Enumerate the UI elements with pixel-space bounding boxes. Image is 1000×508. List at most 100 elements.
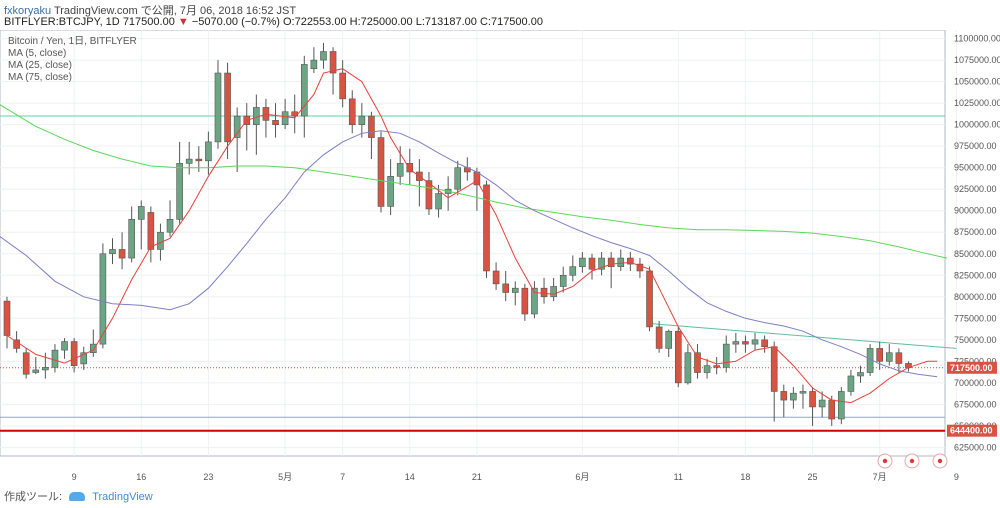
candle-body [137, 206, 145, 220]
y-tick-label: 775000.00 [954, 313, 997, 323]
candle-body [627, 257, 634, 265]
y-tick-label: 700000.00 [954, 378, 997, 388]
candle-body [128, 219, 135, 259]
x-tick-label: 9 [72, 472, 77, 482]
candle-body [646, 270, 653, 328]
candle-body [99, 253, 107, 345]
y-tick-label: 975000.00 [954, 141, 997, 151]
candle-body [454, 167, 462, 190]
candle-body [521, 287, 529, 315]
tradingview-brand[interactable]: TradingView [92, 491, 153, 503]
low-value: L:713187.00 [415, 16, 477, 28]
candle-body [368, 115, 375, 138]
candle-body [876, 348, 883, 362]
publish-info: fxkoryaku TradingView.com で公開, 7月 06, 20… [4, 2, 296, 18]
candle-body [3, 300, 11, 336]
candle-body [885, 352, 893, 362]
candle-body [799, 391, 807, 394]
candle-body [722, 343, 730, 368]
down-arrow-icon: ▼ [177, 16, 189, 28]
overlay-lines [0, 115, 957, 432]
y-tick-label: 1100000.00 [954, 34, 1000, 44]
y-tick-label: 1075000.00 [954, 55, 1000, 65]
candle-body [531, 287, 538, 315]
candle-body [636, 263, 644, 272]
legend-ma75[interactable]: MA (75, close) [8, 72, 72, 83]
candle-body [300, 64, 308, 117]
candle-body [80, 352, 88, 365]
candle-body [51, 349, 59, 368]
candle-body [540, 287, 548, 298]
x-tick-label: 7 [340, 472, 345, 482]
candle-body [751, 339, 759, 345]
candle-body [205, 141, 212, 162]
candle-body [569, 266, 577, 276]
candle-body [559, 274, 567, 287]
candle-body [684, 352, 692, 384]
y-tick-label: 875000.00 [954, 227, 997, 237]
candle-body [281, 111, 289, 125]
candle-body [857, 372, 864, 377]
x-tick-label: 23 [203, 472, 213, 482]
footer-label: 作成ツール: [4, 491, 63, 503]
tradingview-cloud-icon [69, 492, 86, 501]
y-tick-label: 1025000.00 [954, 98, 1000, 108]
x-axis: 9 16 23 5月 7 14 21 6月 11 18 25 7月 9 [72, 472, 959, 482]
candle-body [310, 59, 318, 70]
candle-body [214, 72, 222, 143]
candle-body [502, 283, 509, 293]
x-tick-label: 7月 [873, 472, 887, 482]
candle-body [195, 158, 203, 162]
candle-body [70, 341, 78, 366]
moving-averages [0, 68, 947, 404]
event-marker-dot [882, 458, 888, 464]
candle-body [435, 193, 442, 210]
x-tick-label: 5月 [278, 472, 292, 482]
support-price-label: 644400.00 [950, 426, 993, 436]
legend-ma25[interactable]: MA (25, close) [8, 60, 72, 71]
candle-body [22, 352, 30, 375]
candle-body [703, 365, 711, 373]
price-change: −5070.00 (−0.7%) [191, 16, 280, 28]
candle-body [665, 330, 673, 349]
ma25-line [0, 130, 938, 378]
x-tick-label: 25 [808, 472, 818, 482]
author-name[interactable]: fxkoryaku [4, 5, 52, 17]
candle-body [377, 137, 385, 207]
candle-body [387, 176, 394, 207]
legend-main[interactable]: Bitcoin / Yen, 1日, BITFLYER [8, 36, 137, 47]
candle-body [780, 391, 788, 401]
event-markers [877, 453, 948, 469]
legend-ma5[interactable]: MA (5, close) [8, 48, 67, 59]
chart-legend: Bitcoin / Yen, 1日, BITFLYER MA (5, close… [8, 36, 137, 84]
open-value: O:722553.00 [282, 16, 347, 28]
candle-body [166, 219, 174, 233]
x-tick-label: 18 [740, 472, 750, 482]
price-chart[interactable]: 625000.00650000.00675000.00700000.007250… [0, 30, 1000, 482]
candle-body [32, 369, 40, 373]
grid-lines [0, 30, 957, 456]
candle-body [492, 270, 500, 285]
candle-body [790, 392, 797, 401]
y-tick-label: 825000.00 [954, 270, 997, 280]
candle-body [61, 341, 68, 351]
candle-body [713, 365, 720, 368]
event-marker-dot [909, 458, 915, 464]
candle-body [607, 257, 615, 267]
x-tick-label: 11 [674, 472, 683, 482]
candle-body [90, 343, 97, 354]
candle-body [598, 257, 605, 270]
y-tick-label: 675000.00 [954, 399, 997, 409]
candle-body [348, 98, 356, 125]
candle-body [339, 72, 346, 100]
candle-body [483, 184, 490, 272]
y-tick-label: 900000.00 [954, 206, 997, 216]
y-tick-label: 1050000.00 [954, 77, 1000, 87]
support-price-label-bg [947, 424, 997, 437]
x-tick-label: 14 [405, 472, 415, 482]
close-value: C:717500.00 [479, 16, 543, 28]
candle-body [147, 212, 155, 250]
ma5-line [6, 68, 938, 404]
ohlc-header: BITFLYER:BTCJPY, 1D 717500.00 ▼ −5070.00… [4, 16, 543, 28]
candle-body [406, 163, 414, 173]
